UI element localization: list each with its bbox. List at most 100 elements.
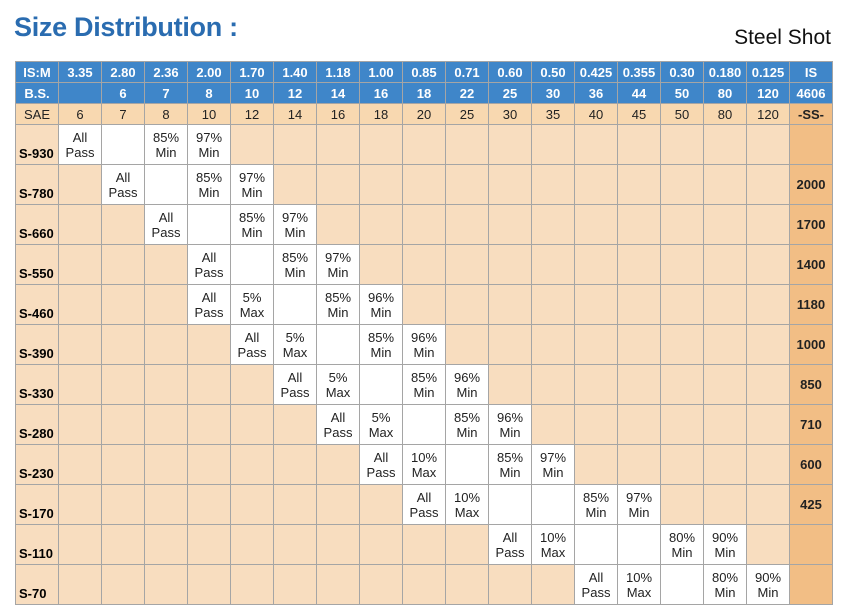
table-cell xyxy=(187,364,231,405)
table-cell xyxy=(58,284,102,325)
header-last-ism: IS xyxy=(789,61,833,83)
table-cell xyxy=(230,444,274,485)
cell-value: All xyxy=(588,569,604,585)
table-cell: 85% Min xyxy=(144,124,188,165)
table-cell xyxy=(574,364,618,405)
cell-qualifier: Min xyxy=(714,584,736,600)
cell-qualifier: Min xyxy=(456,424,478,440)
cell-value: 10% xyxy=(410,449,438,465)
table-cell xyxy=(144,164,188,205)
header-cell-bs: 7 xyxy=(144,82,188,104)
cell-qualifier: Max xyxy=(411,464,437,480)
table-cell xyxy=(316,484,360,525)
table-cell xyxy=(58,164,102,205)
table-cell: All Pass xyxy=(187,284,231,325)
table-cell xyxy=(703,404,747,445)
table-cell xyxy=(574,444,618,485)
table-cell: 85% Min xyxy=(230,204,274,245)
cell-qualifier: Max xyxy=(540,544,566,560)
table-cell xyxy=(617,164,661,205)
table-cell xyxy=(316,444,360,485)
header-cell-bs: 25 xyxy=(488,82,532,104)
table-cell xyxy=(359,164,403,205)
table-cell xyxy=(488,124,532,165)
header-cell-bs: 12 xyxy=(273,82,317,104)
table-cell xyxy=(660,444,704,485)
cell-value: 90% xyxy=(711,529,739,545)
is-4606-value: 1180 xyxy=(789,284,833,325)
table-cell xyxy=(144,324,188,365)
table-cell xyxy=(531,204,575,245)
cell-value: 85% xyxy=(281,249,309,265)
table-cell: All Pass xyxy=(574,564,618,605)
cell-value: 85% xyxy=(582,489,610,505)
table-cell xyxy=(230,524,274,565)
table-cell: 85% Min xyxy=(402,364,446,405)
table-cell: 85% Min xyxy=(445,404,489,445)
table-cell xyxy=(402,524,446,565)
cell-qualifier: Min xyxy=(542,464,564,480)
table-row: S-660 All Pass 85% Min 97% Min 1700 xyxy=(15,204,833,245)
header-cell-sae: 30 xyxy=(488,103,532,125)
cell-value: 85% xyxy=(324,289,352,305)
header-cell-bs xyxy=(58,82,102,104)
cell-value: 10% xyxy=(453,489,481,505)
table-cell xyxy=(316,564,360,605)
table-cell xyxy=(574,324,618,365)
header-cell-ism: 1.00 xyxy=(359,61,403,83)
cell-value: 90% xyxy=(754,569,782,585)
table-cell xyxy=(746,164,790,205)
table-cell: 97% Min xyxy=(316,244,360,285)
table-cell xyxy=(617,204,661,245)
shot-grade-label: S-280 xyxy=(15,404,59,445)
table-cell xyxy=(402,404,446,445)
cell-qualifier: Pass xyxy=(65,144,95,160)
header-cell-bs: 30 xyxy=(531,82,575,104)
is-4606-value: 600 xyxy=(789,444,833,485)
table-cell: All Pass xyxy=(144,204,188,245)
is-4606-value xyxy=(789,124,833,165)
table-cell: 97% Min xyxy=(531,444,575,485)
table-cell: 85% Min xyxy=(273,244,317,285)
table-cell xyxy=(359,244,403,285)
table-row: S-230 All Pass 10% Max 85% Min 97% Min 600 xyxy=(15,444,833,485)
cell-value: 10% xyxy=(625,569,653,585)
cell-qualifier: Pass xyxy=(280,384,310,400)
table-row: S-110 All Pass 10% Max 80% Min 90% Min xyxy=(15,524,833,565)
table-cell xyxy=(273,444,317,485)
table-cell xyxy=(617,524,661,565)
header-cell-bs: 16 xyxy=(359,82,403,104)
table-cell xyxy=(187,444,231,485)
table-cell xyxy=(445,524,489,565)
table-cell xyxy=(273,124,317,165)
table-cell: All Pass xyxy=(488,524,532,565)
cell-qualifier: Min xyxy=(585,504,607,520)
cell-value: All xyxy=(244,329,260,345)
table-cell: 5% Max xyxy=(359,404,403,445)
table-cell: 10% Max xyxy=(617,564,661,605)
table-cell xyxy=(58,364,102,405)
table-cell: 96% Min xyxy=(402,324,446,365)
product-name: Steel Shot xyxy=(734,26,831,49)
table-cell xyxy=(316,524,360,565)
table-cell xyxy=(531,244,575,285)
size-distribution-table: IS:M 3.35 2.80 2.36 2.00 1.70 1.40 1.18 1.00 0.85… xyxy=(15,61,833,605)
table-cell xyxy=(58,204,102,245)
table-cell xyxy=(703,124,747,165)
cell-qualifier: Min xyxy=(284,264,306,280)
table-cell: 96% Min xyxy=(488,404,532,445)
cell-value: 97% xyxy=(625,489,653,505)
header-row-ism: IS:M 3.35 2.80 2.36 2.00 1.70 1.40 1.18 1.00 0.85… xyxy=(15,61,833,83)
table-cell xyxy=(746,324,790,365)
table-cell xyxy=(617,364,661,405)
table-cell xyxy=(531,404,575,445)
header-cell-bs: 14 xyxy=(316,82,360,104)
cell-value: 80% xyxy=(711,569,739,585)
header-cell-ism: 0.425 xyxy=(574,61,618,83)
table-cell xyxy=(402,244,446,285)
table-row: S-460 All Pass 5% Max 85% Min 96% Min 1180 xyxy=(15,284,833,325)
table-cell: 85% Min xyxy=(488,444,532,485)
cell-value: All xyxy=(416,489,432,505)
table-cell xyxy=(574,404,618,445)
cell-value: All xyxy=(330,409,346,425)
